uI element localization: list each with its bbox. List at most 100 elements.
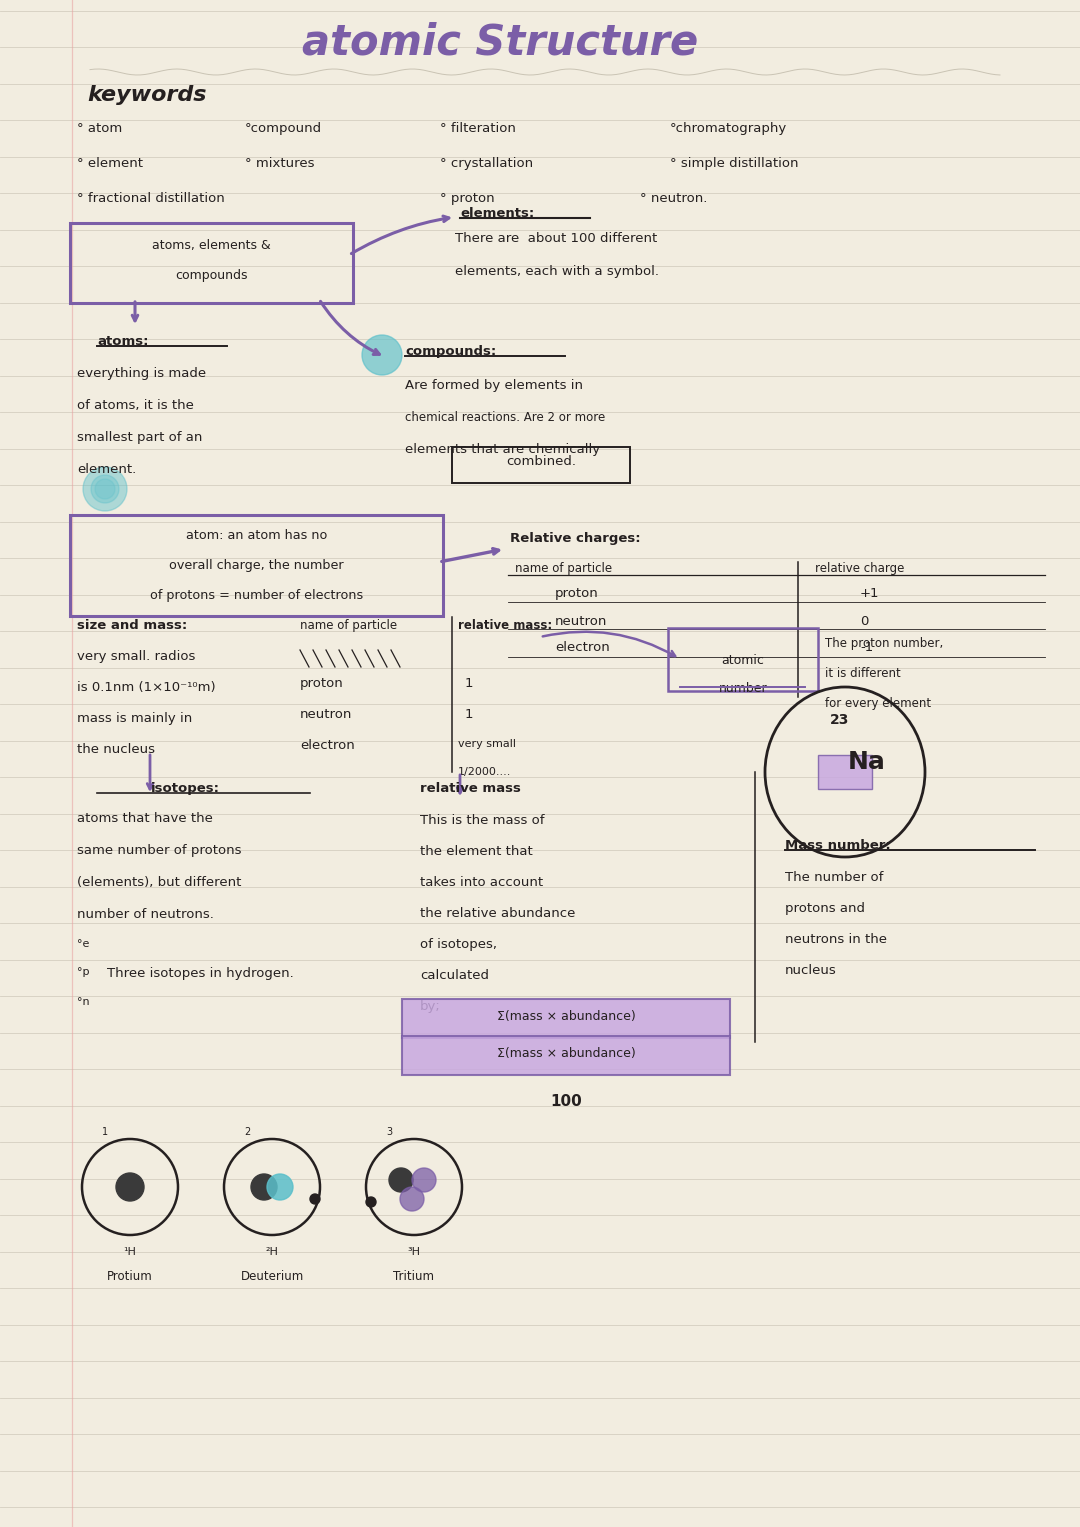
- Circle shape: [251, 1174, 276, 1200]
- Text: The number of: The number of: [785, 870, 883, 884]
- Text: ° atom: ° atom: [77, 122, 122, 134]
- Text: Three isotopes in hydrogen.: Three isotopes in hydrogen.: [107, 967, 294, 980]
- Text: ° filteration: ° filteration: [440, 122, 516, 134]
- Circle shape: [95, 479, 114, 499]
- Text: very small. radios: very small. radios: [77, 651, 195, 663]
- Text: of isotopes,: of isotopes,: [420, 938, 497, 951]
- Text: 0: 0: [860, 615, 868, 628]
- Text: is 0.1nm (1×10⁻¹⁰m): is 0.1nm (1×10⁻¹⁰m): [77, 681, 216, 693]
- Text: °compound: °compound: [245, 122, 322, 134]
- Text: of protons = number of electrons: of protons = number of electrons: [150, 589, 363, 602]
- Text: proton: proton: [555, 586, 598, 600]
- Circle shape: [366, 1197, 376, 1206]
- Text: combined.: combined.: [507, 455, 576, 469]
- Text: relative mass:: relative mass:: [458, 618, 552, 632]
- Text: electron: electron: [300, 739, 354, 751]
- Text: +1: +1: [860, 586, 879, 600]
- Text: elements:: elements:: [460, 208, 535, 220]
- Text: everything is made: everything is made: [77, 366, 206, 380]
- Text: compounds:: compounds:: [405, 345, 496, 357]
- Text: atoms, elements &: atoms, elements &: [152, 240, 271, 252]
- Text: the element that: the element that: [420, 844, 532, 858]
- Text: °e: °e: [77, 939, 90, 948]
- Text: 1: 1: [102, 1127, 108, 1138]
- Text: smallest part of an: smallest part of an: [77, 431, 202, 444]
- Text: 1: 1: [465, 676, 473, 690]
- Text: name of particle: name of particle: [515, 562, 612, 576]
- Text: of atoms, it is the: of atoms, it is the: [77, 399, 194, 412]
- Text: neutron: neutron: [555, 615, 607, 628]
- Text: mass is mainly in: mass is mainly in: [77, 712, 192, 725]
- Text: size and mass:: size and mass:: [77, 618, 187, 632]
- Text: ° mixtures: ° mixtures: [245, 157, 314, 169]
- Text: very small: very small: [458, 739, 516, 750]
- Text: compounds: compounds: [175, 269, 247, 282]
- Text: proton: proton: [300, 676, 343, 690]
- Text: ° element: ° element: [77, 157, 143, 169]
- Text: There are  about 100 different: There are about 100 different: [455, 232, 658, 244]
- Text: ° fractional distillation: ° fractional distillation: [77, 192, 225, 205]
- Text: protons and: protons and: [785, 902, 865, 915]
- Circle shape: [267, 1174, 293, 1200]
- Circle shape: [362, 334, 402, 376]
- Text: 1: 1: [465, 709, 473, 721]
- Circle shape: [310, 1194, 320, 1203]
- Text: Relative charges:: Relative charges:: [510, 531, 640, 545]
- Text: 23: 23: [831, 713, 850, 727]
- Text: overall charge, the number: overall charge, the number: [170, 559, 343, 573]
- Text: Σ(mass × abundance): Σ(mass × abundance): [497, 1048, 635, 1060]
- Text: -1: -1: [860, 641, 874, 654]
- Text: ° neutron.: ° neutron.: [640, 192, 707, 205]
- Text: Σ(mass × abundance): Σ(mass × abundance): [497, 1011, 635, 1023]
- Text: 2: 2: [244, 1127, 251, 1138]
- Text: 1/2000....: 1/2000....: [458, 767, 511, 777]
- FancyBboxPatch shape: [402, 1035, 730, 1075]
- Text: number: number: [718, 683, 767, 695]
- Text: elements, each with a symbol.: elements, each with a symbol.: [455, 266, 659, 278]
- Text: atomic: atomic: [721, 654, 765, 667]
- Text: electron: electron: [555, 641, 610, 654]
- Text: Mass number:: Mass number:: [785, 838, 891, 852]
- Text: °p: °p: [77, 967, 90, 977]
- Text: ³H: ³H: [407, 1248, 420, 1257]
- Text: Protium: Protium: [107, 1270, 153, 1283]
- Text: 100: 100: [550, 1093, 582, 1109]
- Circle shape: [83, 467, 127, 512]
- Text: atoms that have the: atoms that have the: [77, 812, 213, 825]
- Text: takes into account: takes into account: [420, 876, 543, 889]
- Text: ° simple distillation: ° simple distillation: [670, 157, 798, 169]
- Text: number of neutrons.: number of neutrons.: [77, 909, 214, 921]
- Text: atom: an atom has no: atom: an atom has no: [186, 528, 327, 542]
- Text: Are formed by elements in: Are formed by elements in: [405, 379, 583, 392]
- Text: 3: 3: [386, 1127, 392, 1138]
- Text: it is different: it is different: [825, 667, 901, 680]
- Text: neutron: neutron: [300, 709, 352, 721]
- Text: nucleus: nucleus: [785, 964, 837, 977]
- Text: for every element: for every element: [825, 696, 931, 710]
- Text: °n: °n: [77, 997, 90, 1006]
- Text: (elements), but different: (elements), but different: [77, 876, 241, 889]
- Text: ° crystallation: ° crystallation: [440, 157, 534, 169]
- Circle shape: [116, 1173, 144, 1202]
- FancyBboxPatch shape: [402, 999, 730, 1038]
- Text: by;: by;: [420, 1000, 441, 1012]
- Text: Tritium: Tritium: [393, 1270, 434, 1283]
- Text: °chromatography: °chromatography: [670, 122, 787, 134]
- Text: element.: element.: [77, 463, 136, 476]
- Text: keywords: keywords: [87, 86, 206, 105]
- Text: Na: Na: [848, 750, 886, 774]
- Text: chemical reactions. Are 2 or more: chemical reactions. Are 2 or more: [405, 411, 605, 425]
- Text: atoms:: atoms:: [97, 334, 149, 348]
- Text: ¹H: ¹H: [123, 1248, 136, 1257]
- Text: The proton number,: The proton number,: [825, 637, 943, 651]
- Text: the nucleus: the nucleus: [77, 744, 156, 756]
- Text: Deuterium: Deuterium: [241, 1270, 303, 1283]
- Circle shape: [400, 1186, 424, 1211]
- Text: the relative abundance: the relative abundance: [420, 907, 576, 919]
- Text: same number of protons: same number of protons: [77, 844, 242, 857]
- Circle shape: [91, 475, 119, 502]
- Text: atomic Structure: atomic Structure: [302, 21, 698, 64]
- Text: isotopes:: isotopes:: [150, 782, 219, 796]
- Text: relative mass: relative mass: [420, 782, 521, 796]
- Text: name of particle: name of particle: [300, 618, 397, 632]
